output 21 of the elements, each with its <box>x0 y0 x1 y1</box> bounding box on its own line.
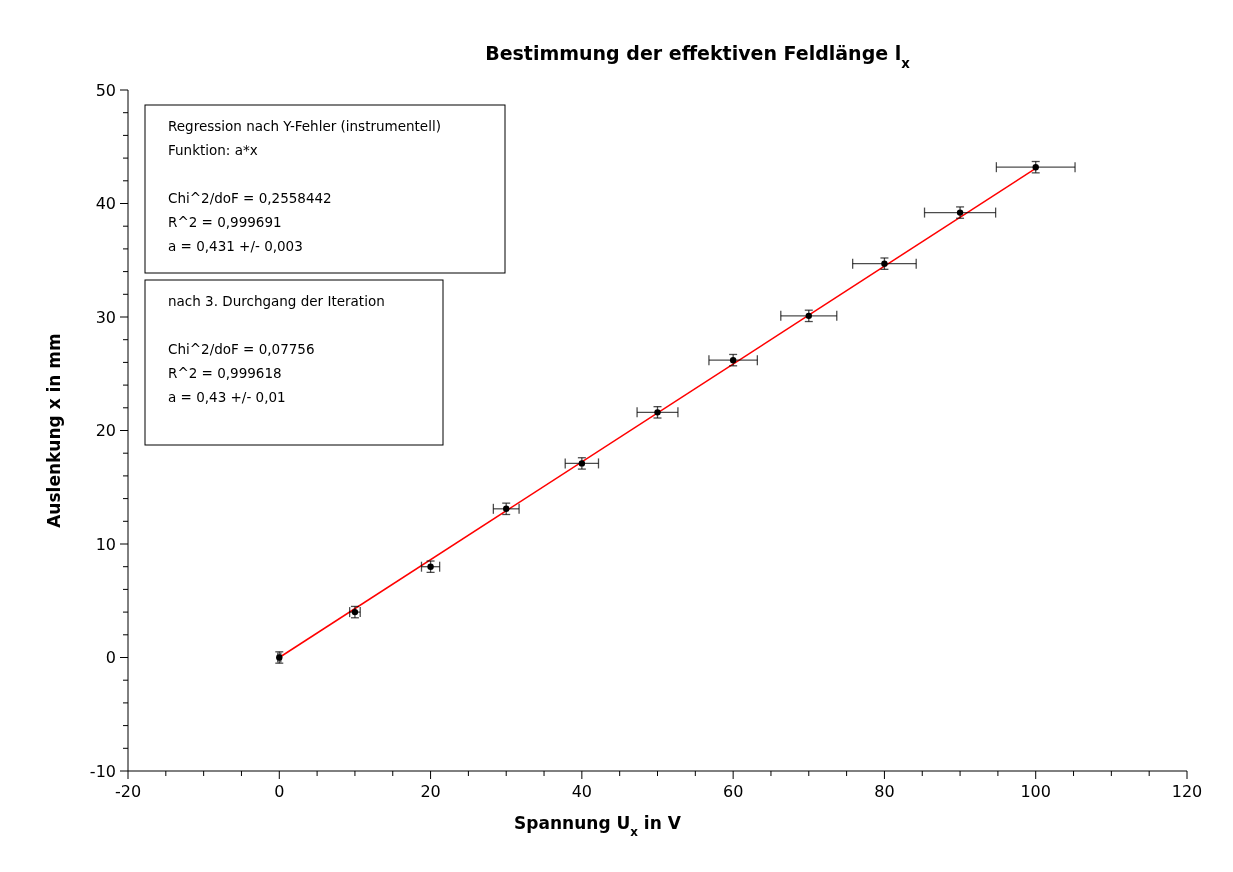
x-tick-label: 100 <box>1020 782 1051 801</box>
x-axis-title: Spannung U$_{x}$ in V <box>514 813 682 839</box>
y-axis-title: Auslenkung x in mm <box>44 333 64 528</box>
y-tick-label: 10 <box>95 534 116 554</box>
y-tick-label: 20 <box>95 421 116 441</box>
x-tick-label: 120 <box>1171 782 1203 801</box>
x-tick-label: 20 <box>420 782 441 801</box>
chart-title: Bestimmung der effektiven Feldlänge l$_{x}$ <box>485 42 911 71</box>
text: Regression nach Y-Fehler (instrumentell) Funktion: a*x Chi^2/doF = 0,2558442 R^2 = 0,999691 a = 0,431 +/- 0,003 <box>168 118 441 254</box>
y-tick-label: 40 <box>95 194 116 214</box>
y-tick-label: 0 <box>105 648 116 668</box>
y-tick-label: 30 <box>95 307 116 327</box>
point <box>427 563 434 570</box>
x-tick-label: -20 <box>114 782 142 801</box>
y-tick-label: 50 <box>95 80 116 100</box>
x-tick-label: 40 <box>571 782 593 801</box>
y-tick-label: -10 <box>89 761 116 781</box>
x-tick-label: 80 <box>874 782 895 801</box>
x-tick-label: 60 <box>722 782 744 801</box>
text: nach 3. Durchgang der Iteration Chi^2/doF = 0,07756 R^2 = 0,999618 a = 0,43 +/- 0,01 <box>168 293 385 405</box>
x-tick-label: 0 <box>274 782 285 801</box>
